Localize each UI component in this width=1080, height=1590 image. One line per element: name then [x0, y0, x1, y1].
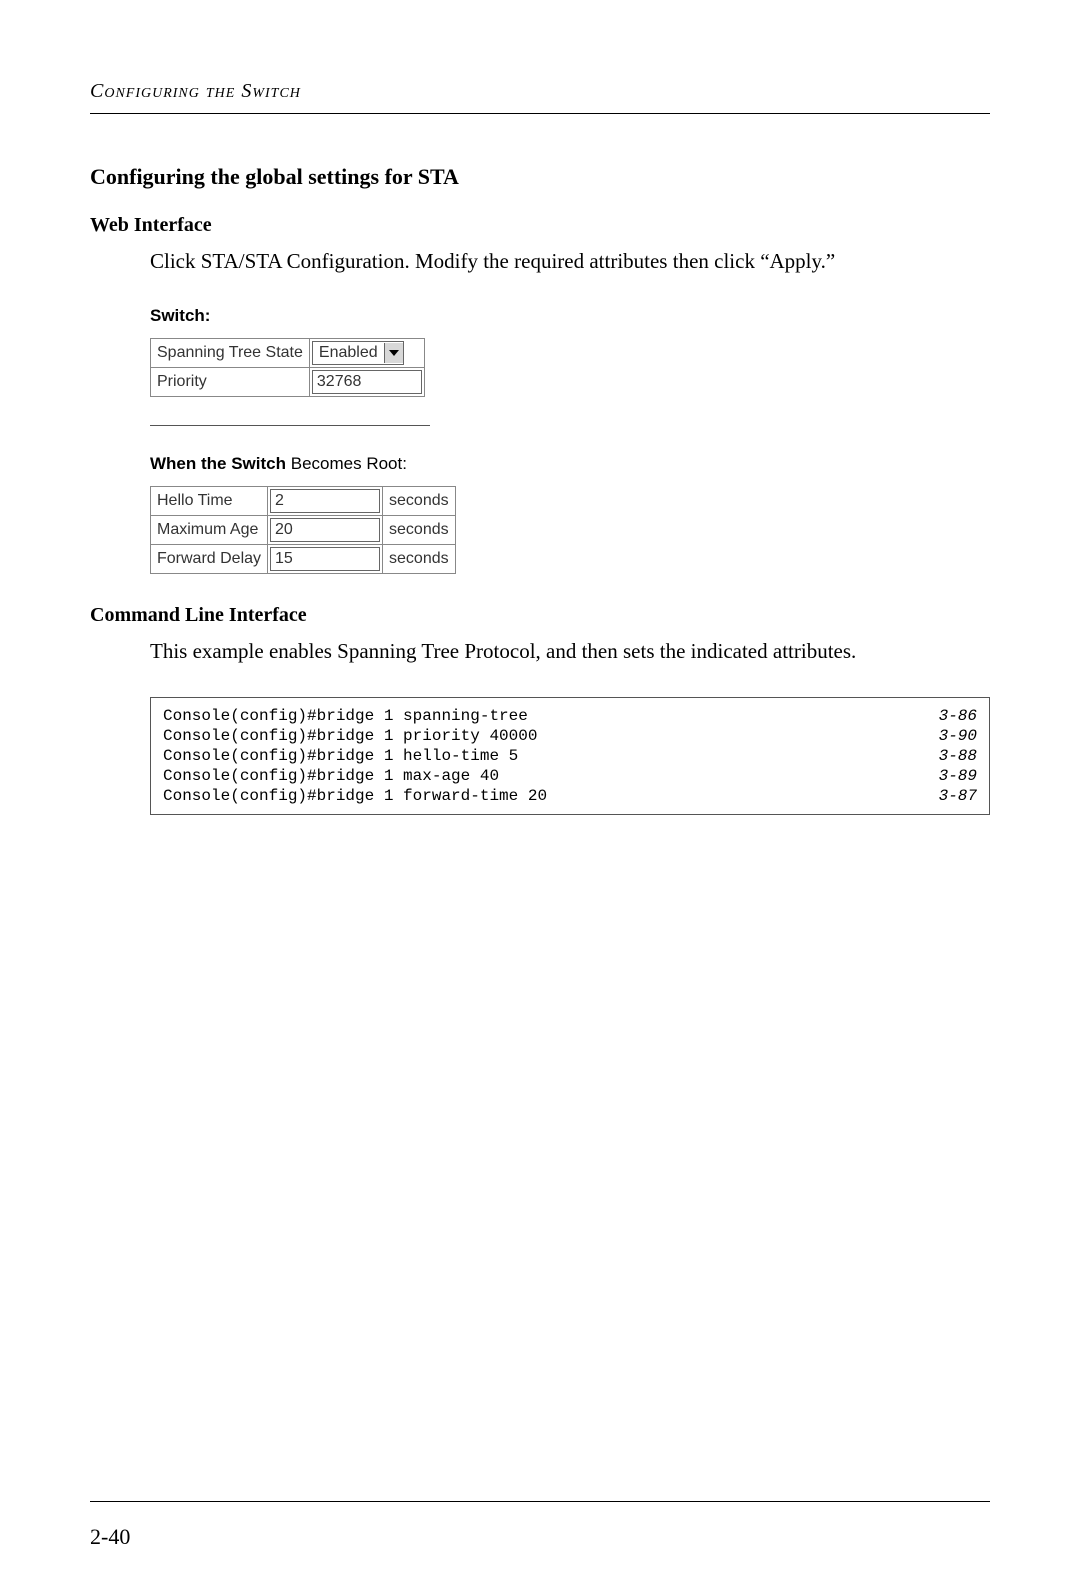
forward-delay-input[interactable]: 15: [270, 547, 380, 571]
table-row: Forward Delay 15 seconds: [151, 545, 456, 574]
root-label-bold: When the Switch: [150, 454, 291, 473]
table-row: Priority 32768: [151, 368, 425, 397]
code-line: Console(config)#bridge 1 max-age 40 3-89: [163, 766, 977, 786]
priority-input[interactable]: 32768: [312, 370, 422, 394]
row-label: Priority: [151, 368, 310, 397]
code-ref: 3-86: [919, 706, 977, 726]
code-line: Console(config)#bridge 1 hello-time 5 3-…: [163, 746, 977, 766]
row-label: Maximum Age: [151, 516, 268, 545]
top-rule: [90, 113, 990, 114]
switch-label-text: Switch:: [150, 306, 210, 325]
running-head: Configuring the Switch: [90, 80, 990, 103]
code-cmd: Console(config)#bridge 1 max-age 40: [163, 766, 499, 786]
section-title: Configuring the global settings for STA: [90, 164, 990, 190]
code-line: Console(config)#bridge 1 forward-time 20…: [163, 786, 977, 806]
root-label: When the Switch Becomes Root:: [150, 454, 990, 474]
root-table: Hello Time 2 seconds Maximum Age 20 seco…: [150, 486, 456, 574]
code-cmd: Console(config)#bridge 1 forward-time 20: [163, 786, 547, 806]
code-line: Console(config)#bridge 1 priority 40000 …: [163, 726, 977, 746]
switch-table: Spanning Tree State Enabled Priority 327…: [150, 338, 425, 397]
code-cmd: Console(config)#bridge 1 spanning-tree: [163, 706, 528, 726]
hello-time-input[interactable]: 2: [270, 489, 380, 513]
switch-label: Switch:: [150, 306, 990, 326]
figure-divider: [150, 425, 430, 426]
code-line: Console(config)#bridge 1 spanning-tree 3…: [163, 706, 977, 726]
spanning-tree-state-select[interactable]: Enabled: [312, 341, 404, 365]
cli-code-block: Console(config)#bridge 1 spanning-tree 3…: [150, 697, 990, 815]
table-row: Spanning Tree State Enabled: [151, 339, 425, 368]
table-row: Maximum Age 20 seconds: [151, 516, 456, 545]
code-ref: 3-87: [919, 786, 977, 806]
unit-label: seconds: [383, 516, 456, 545]
row-label: Spanning Tree State: [151, 339, 310, 368]
root-label-rest: Becomes Root:: [291, 454, 407, 473]
cli-body: This example enables Spanning Tree Proto…: [90, 637, 990, 666]
page-number: 2-40: [90, 1524, 130, 1550]
row-label: Hello Time: [151, 487, 268, 516]
code-ref: 3-88: [919, 746, 977, 766]
web-interface-body: Click STA/STA Configuration. Modify the …: [90, 247, 990, 276]
code-cmd: Console(config)#bridge 1 hello-time 5: [163, 746, 518, 766]
code-cmd: Console(config)#bridge 1 priority 40000: [163, 726, 537, 746]
chevron-down-icon[interactable]: [384, 343, 403, 363]
maximum-age-input[interactable]: 20: [270, 518, 380, 542]
unit-label: seconds: [383, 487, 456, 516]
switch-figure: Switch: Spanning Tree State Enabled Prio…: [90, 306, 990, 574]
table-row: Hello Time 2 seconds: [151, 487, 456, 516]
cli-heading: Command Line Interface: [90, 604, 990, 627]
select-value: Enabled: [313, 344, 384, 362]
row-label: Forward Delay: [151, 545, 268, 574]
web-interface-heading: Web Interface: [90, 214, 990, 237]
code-ref: 3-90: [919, 726, 977, 746]
unit-label: seconds: [383, 545, 456, 574]
code-ref: 3-89: [919, 766, 977, 786]
bottom-rule: [90, 1501, 990, 1502]
